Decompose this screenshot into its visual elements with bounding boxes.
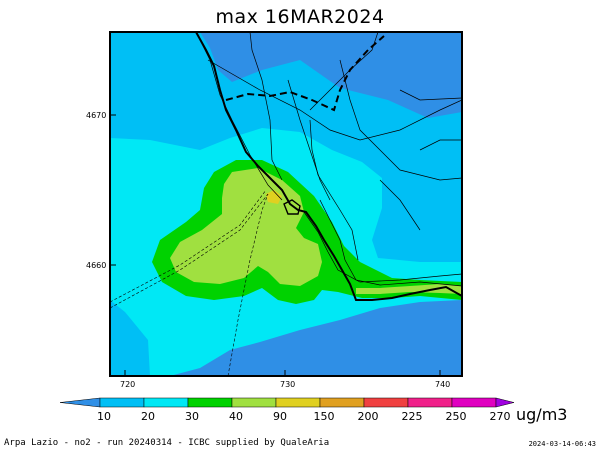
y-tick-label: 4660 bbox=[86, 261, 107, 270]
y-tick-label: 4670 bbox=[86, 111, 107, 120]
zone-40-90 bbox=[170, 168, 322, 286]
colorbar-segment bbox=[363, 397, 409, 408]
colorbar-segment bbox=[231, 397, 277, 408]
map-title: max 16MAR2024 bbox=[215, 6, 385, 28]
colorbar-segment bbox=[99, 397, 145, 408]
footer-credit: Arpa Lazio - no2 - run 20240314 - ICBC s… bbox=[4, 438, 330, 448]
x-tick-label: 730 bbox=[280, 380, 296, 389]
colorbar-segment bbox=[59, 397, 101, 408]
colorbar-tick-label: 150 bbox=[313, 410, 335, 423]
colorbar-segment bbox=[143, 397, 189, 408]
x-tick-label: 740 bbox=[435, 380, 451, 389]
colorbar-segment bbox=[187, 397, 233, 408]
colorbar-tick-label: 250 bbox=[445, 410, 467, 423]
colorbar-segment bbox=[275, 397, 321, 408]
footer-timestamp: 2024-03-14-06:43 bbox=[528, 440, 596, 448]
colorbar-tick-label: 10 bbox=[97, 410, 111, 423]
colorbar-tick-label: 40 bbox=[229, 410, 243, 423]
map-frame bbox=[109, 31, 463, 377]
axis-ticks bbox=[110, 114, 441, 376]
colorbar-segment bbox=[451, 397, 497, 408]
x-tick-label: 720 bbox=[120, 380, 136, 389]
colorbar-tick-label: 225 bbox=[401, 410, 423, 423]
coastline bbox=[195, 32, 462, 301]
colorbar-tick-label: 20 bbox=[141, 410, 155, 423]
units-label: ug/m3 bbox=[516, 405, 568, 424]
colorbar-tick-label: 30 bbox=[185, 410, 199, 423]
colorbar-tick-label: 200 bbox=[357, 410, 379, 423]
region-boundary bbox=[225, 35, 385, 112]
colorbar-tick-label: 270 bbox=[489, 410, 511, 423]
zone-90-150 bbox=[266, 190, 282, 204]
colorbar-segment bbox=[407, 397, 453, 408]
city-outline bbox=[283, 199, 301, 215]
dashed-lines bbox=[110, 189, 269, 376]
colorbar-tick-label: 90 bbox=[273, 410, 287, 423]
colorbar-segment bbox=[495, 397, 515, 408]
colorbar-segment bbox=[319, 397, 365, 408]
zone-40-90-coast bbox=[356, 284, 462, 294]
